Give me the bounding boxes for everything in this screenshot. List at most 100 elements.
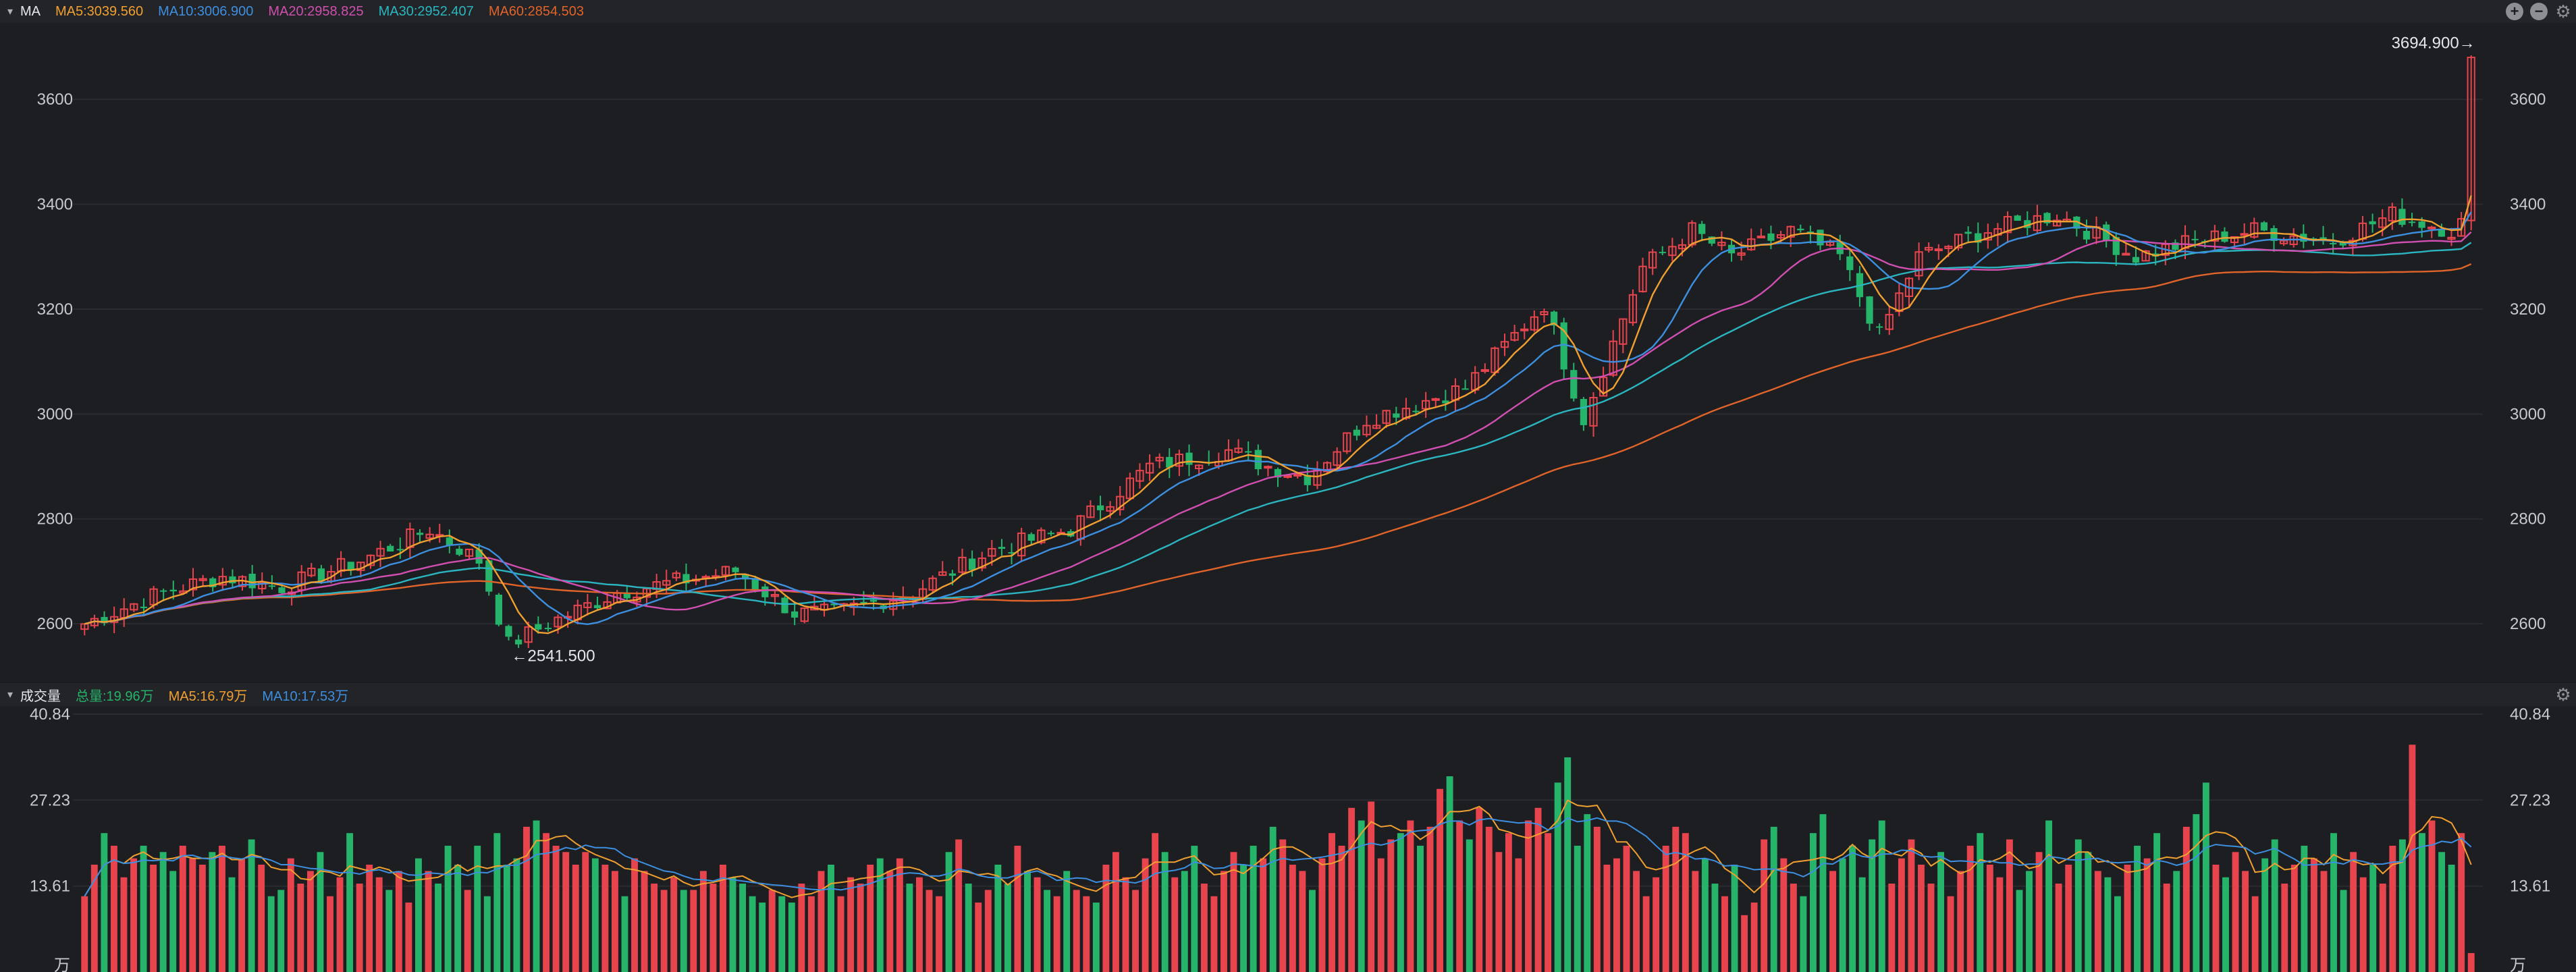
- volume-bar: [1603, 864, 1611, 972]
- candle-body-down: [209, 578, 217, 587]
- candle-body-up: [1293, 474, 1302, 477]
- candle-body-down: [2369, 221, 2376, 225]
- candle-body-up: [1925, 246, 1933, 251]
- candle-body-down: [1412, 410, 1420, 412]
- volume-bar: [1142, 858, 1149, 972]
- volume-bar: [1888, 884, 1896, 972]
- candle-body-down: [860, 601, 867, 603]
- candle-body-down: [544, 628, 552, 630]
- candle-body-up: [977, 558, 986, 569]
- volume-bar: [1289, 864, 1296, 972]
- panel-tools: + − ⚙: [2506, 3, 2572, 20]
- volume-bar: [1672, 826, 1680, 972]
- volume-bar: [474, 845, 481, 972]
- volume-bar: [876, 858, 884, 972]
- candle-body-down: [2319, 237, 2327, 240]
- volume-bar: [1839, 858, 1846, 972]
- volume-bar: [591, 858, 599, 972]
- candle-body-down: [2172, 242, 2179, 250]
- volume-bar: [2193, 814, 2200, 972]
- volume-bar: [336, 877, 344, 972]
- zoom-in-icon[interactable]: +: [2506, 3, 2523, 20]
- candle-body-down: [514, 639, 522, 645]
- volume-bar: [1525, 820, 1532, 972]
- candle-body-down: [593, 605, 601, 608]
- candle-body-down: [1659, 252, 1666, 254]
- candle-body-down: [2014, 215, 2021, 221]
- candle-body-down: [2112, 237, 2120, 255]
- volume-bar: [1308, 890, 1316, 972]
- gear-icon[interactable]: ⚙: [2555, 684, 2571, 705]
- candle-body-down: [1708, 236, 1715, 244]
- candle-body-down: [1806, 232, 1815, 234]
- volume-bar: [945, 852, 952, 972]
- volume-panel[interactable]: ▾ 成交量 总量:19.96万 MA5:16.79万 MA10:17.53万 ⚙ 1…: [0, 683, 2576, 972]
- chevron-down-icon[interactable]: ▾: [7, 6, 14, 18]
- candle-body-down: [456, 548, 463, 555]
- volume-bar: [1220, 871, 1227, 972]
- price-annotation-0: ←2541.500: [511, 647, 595, 666]
- candlestick-chart[interactable]: 2600 2600 2800 2800 3000 3000 3200 3200 3400 3400…: [0, 23, 2576, 682]
- chevron-down-icon[interactable]: ▾: [7, 689, 14, 701]
- candle-body-down: [2103, 224, 2110, 241]
- volume-bar: [1191, 845, 1198, 972]
- candle-body-down: [1353, 429, 1360, 436]
- volume-bar: [1053, 896, 1061, 972]
- volume-bar: [699, 871, 707, 972]
- volume-bar: [150, 864, 157, 972]
- candle-body-up: [1954, 234, 1963, 248]
- candle-body-down: [317, 568, 325, 581]
- candle-body-down: [1570, 370, 1578, 399]
- volume-bar-chart[interactable]: 13.61 13.61 27.23 27.23 40.84 40.84 万 万: [0, 706, 2576, 972]
- volume-bar: [2035, 852, 2043, 972]
- volume-bar: [1368, 801, 1375, 972]
- volume-bar: [1908, 839, 1915, 972]
- candle-body-up: [1283, 475, 1292, 478]
- volume-bar: [1662, 845, 1669, 972]
- volume-tick-label-left: 40.84: [30, 706, 70, 724]
- volume-bar: [1977, 833, 1984, 972]
- gear-icon[interactable]: ⚙: [2555, 1, 2571, 22]
- volume-bar: [1161, 852, 1169, 972]
- volume-bar: [906, 884, 913, 972]
- volume-bar: [297, 884, 304, 972]
- volume-bar: [709, 884, 717, 972]
- candle-body-up: [2467, 57, 2475, 221]
- volume-bar: [2212, 864, 2220, 972]
- volume-bar: [523, 826, 530, 972]
- candle-body-down: [495, 595, 502, 625]
- candle-body-down: [1560, 322, 1567, 370]
- ma-line-ma20: [84, 231, 2472, 625]
- volume-bar: [1024, 871, 1031, 972]
- volume-bar: [759, 902, 766, 972]
- volume-bar: [562, 852, 570, 972]
- ma-line-ma10: [84, 211, 2472, 626]
- volume-bar: [198, 864, 206, 972]
- candle-body-down: [2132, 256, 2140, 263]
- candle-body-down: [2330, 242, 2337, 244]
- volume-bar: [1858, 877, 1866, 972]
- candle-body-up: [1825, 241, 1835, 246]
- volume-bar: [1230, 852, 1237, 972]
- volume-bar: [101, 833, 108, 972]
- candle-body-down: [830, 603, 838, 605]
- volume-bar: [110, 845, 117, 972]
- price-panel[interactable]: ▾ MA MA5:3039.560 MA10:3006.900 MA20:2958.…: [0, 0, 2576, 682]
- volume-bar: [1809, 833, 1817, 972]
- volume-bar: [847, 877, 855, 972]
- candle-body-up: [554, 616, 562, 628]
- y-tick-label-right: 3000: [2510, 405, 2546, 423]
- candle-body-down: [761, 586, 769, 597]
- candle-body-down: [1274, 468, 1282, 478]
- volume-bar: [219, 845, 225, 972]
- volume-bar: [2006, 839, 2013, 972]
- candle-body-down: [535, 624, 542, 630]
- volume-bar: [857, 884, 864, 972]
- y-tick-label-right: 3400: [2510, 196, 2546, 214]
- volume-bar: [140, 845, 147, 972]
- candle-body-down: [1461, 388, 1469, 390]
- candle-body-down: [2221, 231, 2228, 242]
- candle-body-down: [160, 590, 167, 592]
- zoom-out-icon[interactable]: −: [2530, 3, 2548, 20]
- volume-ma-line-ma5: [84, 799, 2472, 898]
